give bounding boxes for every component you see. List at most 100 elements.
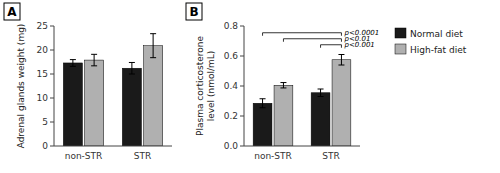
- y-tick-label: 0.8: [224, 21, 239, 31]
- y-tick: [240, 86, 244, 87]
- error-bar-cap: [91, 65, 97, 66]
- legend-swatch: [395, 28, 406, 38]
- panel-label: A: [7, 5, 17, 19]
- error-bar-cap: [260, 98, 266, 99]
- y-axis-label-line: Adrenal glands weight (mg): [16, 24, 26, 149]
- x-tick-label: non-STR: [65, 151, 103, 161]
- significance-bracket: [263, 33, 342, 36]
- error-bar-cap: [318, 96, 324, 97]
- x-tick-label: STR: [322, 151, 339, 161]
- significance-bracket: [283, 39, 341, 42]
- bracket-tick: [341, 39, 342, 42]
- y-axis-label-line: Plasma corticosterone: [195, 36, 205, 136]
- error-bar-stem: [262, 99, 263, 108]
- error-bar-cap: [129, 74, 135, 75]
- y-tick: [240, 116, 244, 117]
- y-tick: [50, 50, 54, 51]
- error-bar-cap: [338, 54, 344, 55]
- panel: 0.0 0.2 0.4 0.6 0.8 Plasma corticosteroneleve…: [186, 3, 379, 161]
- error-bar-cap: [150, 33, 156, 34]
- bar: [63, 63, 82, 146]
- y-axis-label-line: level (nmol/mL): [206, 51, 216, 122]
- bar: [85, 60, 104, 146]
- x-tick-label: STR: [134, 151, 151, 161]
- y-tick-label: 0.4: [224, 81, 239, 91]
- error-bar-stem: [341, 55, 342, 66]
- error-bar-cap: [91, 54, 97, 55]
- error-bar: [150, 34, 156, 58]
- y-tick-label: 0.6: [224, 51, 239, 61]
- error-bar: [91, 54, 97, 66]
- error-bar-stem: [153, 34, 154, 58]
- y-tick: [240, 56, 244, 57]
- error-bar: [318, 89, 324, 97]
- x-axis-line: [244, 146, 360, 147]
- bar: [274, 85, 293, 146]
- bar: [253, 103, 272, 146]
- error-bar-cap: [150, 57, 156, 58]
- y-tick-label: 15: [37, 69, 48, 79]
- y-axis-label: Plasma corticosteronelevel (nmol/mL): [195, 36, 216, 136]
- x-tick-label: non-STR: [254, 151, 292, 161]
- legend-label: High-fat diet: [410, 45, 467, 55]
- y-tick-label: 0.0: [224, 141, 239, 151]
- bracket-tick: [341, 45, 342, 48]
- y-tick-label: 20: [37, 45, 49, 55]
- bracket-tick: [341, 33, 342, 36]
- bars: [253, 55, 351, 147]
- bracket-line: [321, 44, 342, 45]
- error-bar-cap: [280, 87, 286, 88]
- panel-label-box: [186, 3, 202, 20]
- error-bar-cap: [260, 107, 266, 108]
- error-bar-stem: [131, 62, 132, 74]
- bar: [311, 93, 330, 146]
- legend: Normal diet High-fat diet: [395, 28, 467, 55]
- error-bar-stem: [283, 83, 284, 88]
- y-tick-label: 0.2: [224, 111, 238, 121]
- error-bar-cap: [129, 62, 135, 63]
- error-bar: [70, 60, 76, 67]
- significance-bracket: [321, 45, 342, 48]
- error-bar-cap: [70, 59, 76, 60]
- legend-swatch: [395, 44, 406, 54]
- bracket-tick: [283, 39, 284, 42]
- error-bar: [260, 99, 266, 108]
- error-bar: [338, 55, 344, 66]
- error-bar: [280, 83, 286, 88]
- error-bar-stem: [94, 54, 95, 66]
- y-tick: [240, 146, 244, 147]
- error-bar-cap: [318, 89, 324, 90]
- bracket-tick: [320, 45, 321, 48]
- y-tick: [50, 98, 54, 99]
- significance-label: p<0.001: [343, 41, 374, 49]
- bar: [144, 46, 163, 146]
- legend-label: Normal diet: [410, 29, 463, 39]
- panel: 0 5 10 15 20 25 Adrenal glands weight (mg) non-…: [4, 3, 172, 161]
- y-tick-label: 25: [37, 21, 48, 31]
- bracket-tick: [262, 33, 263, 36]
- bars: [63, 34, 162, 146]
- error-bar-stem: [320, 89, 321, 97]
- y-tick-label: 5: [42, 117, 48, 127]
- bracket-line: [263, 32, 342, 33]
- panel-label: B: [189, 5, 198, 19]
- error-bar-stem: [72, 60, 73, 67]
- y-axis-label: Adrenal glands weight (mg): [16, 24, 26, 149]
- error-bar-cap: [338, 65, 344, 66]
- bar: [332, 60, 351, 146]
- y-tick: [50, 146, 54, 147]
- bracket-line: [283, 38, 341, 39]
- error-bar: [129, 62, 135, 74]
- y-tick: [50, 74, 54, 75]
- error-bar-cap: [280, 82, 286, 83]
- y-tick: [50, 122, 54, 123]
- panel-label-box: [4, 3, 20, 20]
- y-tick-label: 0: [42, 141, 48, 151]
- y-tick: [240, 26, 244, 27]
- chart-root: 0 5 10 15 20 25 Adrenal glands weight (mg) non-…: [0, 0, 500, 173]
- y-axis-line: [54, 26, 55, 146]
- y-tick-label: 10: [37, 93, 49, 103]
- y-tick: [50, 26, 54, 27]
- y-axis-line: [244, 26, 245, 146]
- error-bar-cap: [70, 66, 76, 67]
